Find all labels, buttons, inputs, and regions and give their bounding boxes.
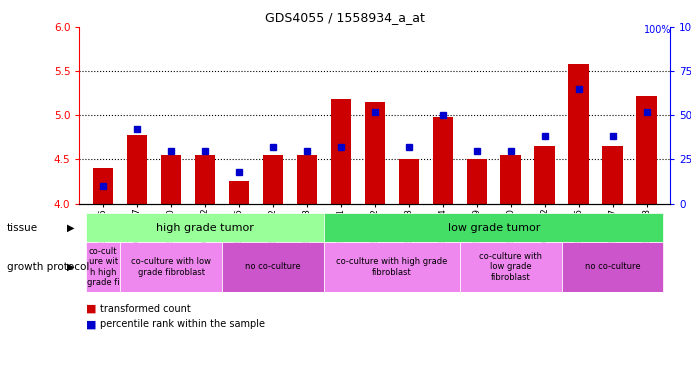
Bar — [120, 242, 222, 292]
Text: high grade tumor: high grade tumor — [156, 222, 254, 233]
Text: growth protocol: growth protocol — [7, 262, 89, 272]
Bar — [222, 242, 324, 292]
Bar — [161, 155, 181, 204]
Text: no co-culture: no co-culture — [585, 262, 641, 271]
Bar — [127, 135, 147, 204]
Bar — [324, 242, 460, 292]
Bar — [365, 102, 385, 204]
Text: 100%: 100% — [644, 25, 672, 35]
Bar — [636, 96, 656, 204]
Bar — [460, 242, 562, 292]
Bar — [296, 155, 317, 204]
Text: no co-culture: no co-culture — [245, 262, 301, 271]
Text: tissue: tissue — [7, 222, 38, 233]
Bar — [534, 146, 555, 204]
Bar — [500, 155, 521, 204]
Text: ▶: ▶ — [67, 222, 75, 233]
Bar — [93, 168, 113, 204]
Bar — [331, 99, 351, 204]
Text: percentile rank within the sample: percentile rank within the sample — [100, 319, 265, 329]
Bar — [562, 242, 663, 292]
Bar — [86, 242, 120, 292]
Text: co-cult
ure wit
h high
grade fi: co-cult ure wit h high grade fi — [87, 247, 120, 287]
Text: co-culture with high grade
fibroblast: co-culture with high grade fibroblast — [336, 257, 448, 276]
Text: ▶: ▶ — [67, 262, 75, 272]
Bar — [324, 213, 663, 242]
Text: low grade tumor: low grade tumor — [448, 222, 540, 233]
Text: transformed count: transformed count — [100, 304, 191, 314]
Bar — [603, 146, 623, 204]
Text: ■: ■ — [86, 319, 97, 329]
Bar — [195, 155, 216, 204]
Bar — [466, 159, 487, 204]
Bar — [399, 159, 419, 204]
Bar — [86, 213, 324, 242]
Text: co-culture with
low grade
fibroblast: co-culture with low grade fibroblast — [479, 252, 542, 282]
Text: co-culture with low
grade fibroblast: co-culture with low grade fibroblast — [131, 257, 211, 276]
Bar — [263, 155, 283, 204]
Bar — [229, 182, 249, 204]
Text: ■: ■ — [86, 304, 97, 314]
Bar — [433, 117, 453, 204]
Bar — [569, 64, 589, 204]
Title: GDS4055 / 1558934_a_at: GDS4055 / 1558934_a_at — [265, 11, 425, 24]
